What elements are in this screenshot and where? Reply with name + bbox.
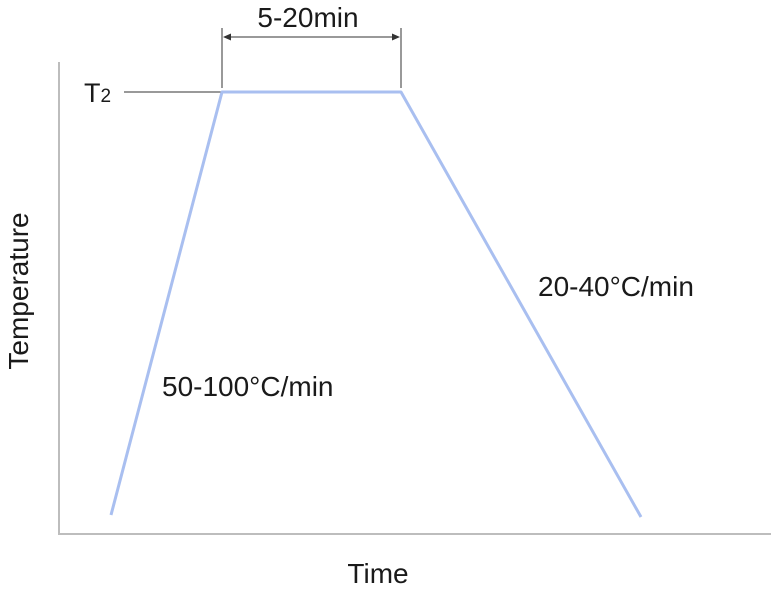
y-axis-title: Temperature	[3, 212, 34, 369]
temperature-profile-line	[109, 90, 643, 518]
cooling-rate-label: 20-40°C/min	[538, 271, 694, 302]
peak-temp-letter: T	[84, 78, 101, 108]
hold-time-dimension	[221, 28, 402, 88]
arrow-right-icon	[392, 33, 400, 41]
heating-rate-label: 50-100°C/min	[162, 371, 334, 402]
peak-temp-label: T2	[84, 78, 111, 108]
hold-time-label: 5-20min	[257, 2, 358, 33]
peak-temp-subscript: 2	[101, 86, 112, 107]
axes	[58, 62, 771, 535]
arrow-left-icon	[223, 33, 231, 41]
x-axis-title: Time	[347, 558, 408, 589]
